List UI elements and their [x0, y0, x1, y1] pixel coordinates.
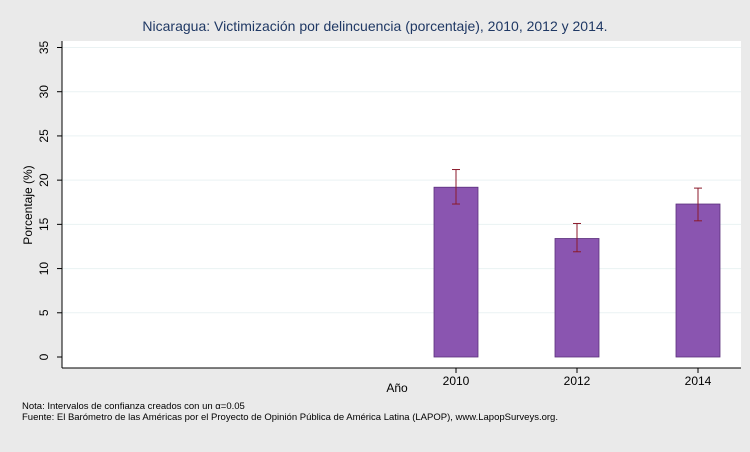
chart-title: Nicaragua: Victimización por delincuenci…: [142, 18, 607, 34]
y-tick-label: 20: [37, 173, 51, 187]
y-axis-label: Porcentaje (%): [21, 165, 35, 244]
bar-2014: [675, 203, 721, 358]
footnote-source: Fuente: El Barómetro de las Américas por…: [22, 412, 558, 423]
x-axis-label: Año: [386, 381, 408, 395]
grid-lines: [62, 47, 741, 314]
y-tick-label: 30: [37, 85, 51, 99]
x-axis-ticks: 2010 2012 2014: [443, 368, 712, 388]
plot-area: [62, 41, 741, 368]
y-tick-label: 5: [37, 309, 51, 316]
error-bars: [452, 169, 702, 253]
y-tick-label: 15: [37, 217, 51, 231]
x-tick-label-2014: 2014: [685, 374, 712, 388]
bars: [433, 186, 721, 358]
y-tick-label: 35: [37, 41, 51, 55]
y-tick-label: 25: [37, 129, 51, 143]
y-axis-ticks: 0 5 10 15 20 25 30 35: [37, 41, 62, 360]
x-tick-label-2012: 2012: [564, 374, 591, 388]
bar-2010: [433, 186, 479, 358]
bar-2012: [554, 238, 600, 358]
bar-chart: Nicaragua: Victimización por delincuenci…: [21, 18, 741, 395]
y-tick-label: 0: [37, 353, 51, 360]
x-tick-label-2010: 2010: [443, 374, 470, 388]
footnote-confidence: Nota: Intervalos de confianza creados co…: [22, 401, 245, 412]
y-tick-label: 10: [37, 262, 51, 276]
